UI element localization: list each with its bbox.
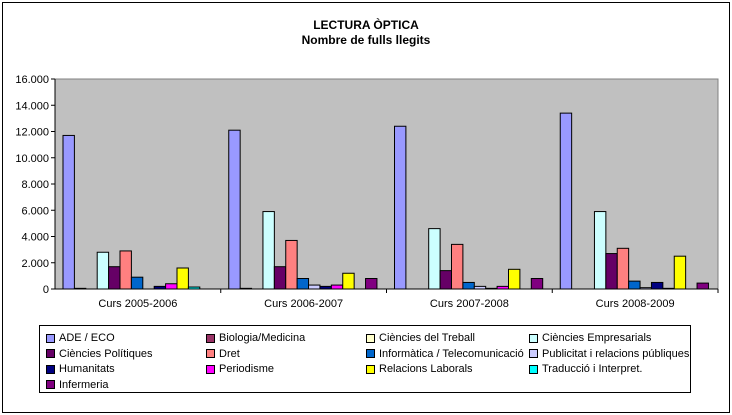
legend-item: Informàtica / Telecomunicació bbox=[366, 347, 529, 361]
legend-item: Publicitat i relacions públiques bbox=[529, 347, 694, 361]
legend-label: Publicitat i relacions públiques bbox=[542, 347, 690, 360]
bar-periodisme bbox=[330, 284, 344, 290]
legend-swatch bbox=[46, 380, 55, 389]
bar-relacions-laborals bbox=[673, 255, 687, 290]
legend-swatch bbox=[206, 364, 215, 374]
legend-swatch bbox=[46, 364, 55, 374]
bar-ade-eco bbox=[394, 125, 407, 290]
bar-relacions-laborals bbox=[176, 267, 189, 290]
bar-biologia-medicina bbox=[239, 287, 253, 290]
bar-humanitats bbox=[650, 281, 664, 290]
legend-swatch bbox=[206, 349, 215, 358]
bar-ci-ncies-empresarials bbox=[262, 211, 275, 290]
legend-swatch bbox=[366, 349, 375, 358]
bar-publicitat-i-relacions-p-bliques bbox=[308, 284, 321, 290]
bar-ade-eco bbox=[559, 112, 573, 290]
legend-label: Traducció i Interpret. bbox=[542, 363, 643, 375]
legend-label: Humanitats bbox=[59, 363, 115, 375]
legend-label: Ciències Polítiques bbox=[59, 347, 153, 360]
legend-label: Informàtica / Telecomunicació bbox=[379, 347, 524, 360]
legend-swatch bbox=[366, 364, 375, 374]
bar-humanitats bbox=[319, 285, 332, 290]
legend-swatch bbox=[529, 333, 538, 343]
legend-item: Periodisme bbox=[206, 362, 366, 376]
y-tick-label: 8.000 bbox=[21, 179, 49, 191]
bar-humanitats bbox=[485, 287, 498, 290]
x-tick-label: Curs 2007-2008 bbox=[430, 298, 509, 310]
bar-dret bbox=[285, 239, 298, 290]
legend-label: Relacions Laborals bbox=[379, 363, 473, 375]
bar-ade-eco bbox=[228, 129, 241, 290]
bar-publicitat-i-relacions-p-bliques bbox=[473, 285, 487, 290]
bar-ci-ncies-pol-tiques bbox=[108, 266, 121, 290]
legend-swatch bbox=[46, 349, 55, 358]
legend-item: Infermeria bbox=[46, 378, 206, 392]
legend-item: Biologia/Medicina bbox=[206, 331, 366, 345]
y-tick-label: 16.000 bbox=[15, 74, 49, 86]
legend-label: ADE / ECO bbox=[59, 332, 115, 344]
bar-infermeria bbox=[696, 282, 709, 290]
legend-item: Ciències Empresarials bbox=[529, 331, 694, 345]
legend-item: Ciències Polítiques bbox=[46, 347, 206, 361]
legend-label: Ciències del Treball bbox=[379, 332, 475, 344]
y-tick-label: 12.000 bbox=[15, 127, 49, 139]
bar-inform-tica-telecomunicaci- bbox=[462, 281, 475, 290]
y-tick-label: 2.000 bbox=[21, 258, 49, 270]
legend-label: Periodisme bbox=[219, 363, 275, 375]
y-tick-label: 6.000 bbox=[21, 205, 49, 217]
bar-dret bbox=[451, 243, 464, 290]
legend-swatch bbox=[366, 333, 375, 343]
bar-dret bbox=[616, 247, 630, 290]
x-tick-label: Curs 2008-2009 bbox=[596, 298, 675, 310]
chart-title: LECTURA ÒPTICA bbox=[313, 18, 419, 32]
legend-label: Ciències Empresarials bbox=[542, 332, 652, 344]
y-tick-label: 0 bbox=[43, 284, 49, 296]
bar-relacions-laborals bbox=[508, 268, 521, 290]
bar-inform-tica-telecomunicaci- bbox=[296, 278, 310, 290]
bar-ci-ncies-empresarials bbox=[428, 228, 441, 290]
bar-infermeria bbox=[365, 278, 378, 290]
x-tick-label: Curs 2006-2007 bbox=[264, 298, 343, 310]
bar-humanitats bbox=[153, 285, 167, 290]
bar-infermeria bbox=[530, 278, 544, 290]
legend-swatch bbox=[46, 333, 55, 343]
legend-item: Humanitats bbox=[46, 362, 206, 376]
bar-ci-ncies-empresarials bbox=[593, 211, 607, 290]
bar-periodisme bbox=[662, 287, 675, 290]
bar-periodisme bbox=[496, 285, 510, 290]
legend-item: Ciències del Treball bbox=[366, 331, 529, 345]
legend-item: Relacions Laborals bbox=[366, 362, 529, 376]
x-tick-label: Curs 2005-2006 bbox=[98, 298, 177, 310]
bar-traducci-i-interpret- bbox=[187, 286, 201, 290]
bar-inform-tica-telecomunicaci- bbox=[628, 280, 641, 290]
bar-chart: 0 2.000 4.000 6.000 8.000 10.000 12.000 14.000 1… bbox=[15, 74, 719, 310]
y-tick-label: 10.000 bbox=[15, 153, 49, 165]
bar-ci-ncies-empresarials bbox=[96, 251, 110, 290]
bar-periodisme bbox=[165, 283, 178, 290]
legend-swatch bbox=[206, 333, 215, 343]
legend-label: Dret bbox=[219, 347, 240, 360]
chart-subtitle: Nombre de fulls llegits bbox=[301, 33, 431, 47]
legend-swatch bbox=[529, 364, 538, 374]
y-tick-label: 14.000 bbox=[15, 100, 49, 112]
legend-swatch bbox=[529, 349, 538, 358]
legend: ADE / ECO Biologia/Medicina Ciències del T… bbox=[39, 325, 691, 393]
bar-dret bbox=[119, 250, 132, 290]
bar-inform-tica-telecomunicaci- bbox=[130, 276, 144, 290]
bar-publicitat-i-relacions-p-bliques bbox=[639, 287, 652, 290]
bar-ci-ncies-pol-tiques bbox=[605, 253, 618, 290]
bar-relacions-laborals bbox=[342, 272, 355, 290]
bar-ci-ncies-pol-tiques bbox=[439, 270, 453, 290]
bar-ci-ncies-pol-tiques bbox=[273, 266, 287, 290]
bar-biologia-medicina bbox=[73, 287, 87, 290]
legend-item: Traducció i Interpret. bbox=[529, 362, 694, 376]
bar-ade-eco bbox=[62, 134, 75, 290]
legend-label: Biologia/Medicina bbox=[219, 332, 306, 344]
legend-item: Dret bbox=[206, 347, 366, 361]
legend-label: Infermeria bbox=[59, 378, 109, 391]
legend-item: ADE / ECO bbox=[46, 331, 206, 345]
y-tick-label: 4.000 bbox=[21, 232, 49, 244]
